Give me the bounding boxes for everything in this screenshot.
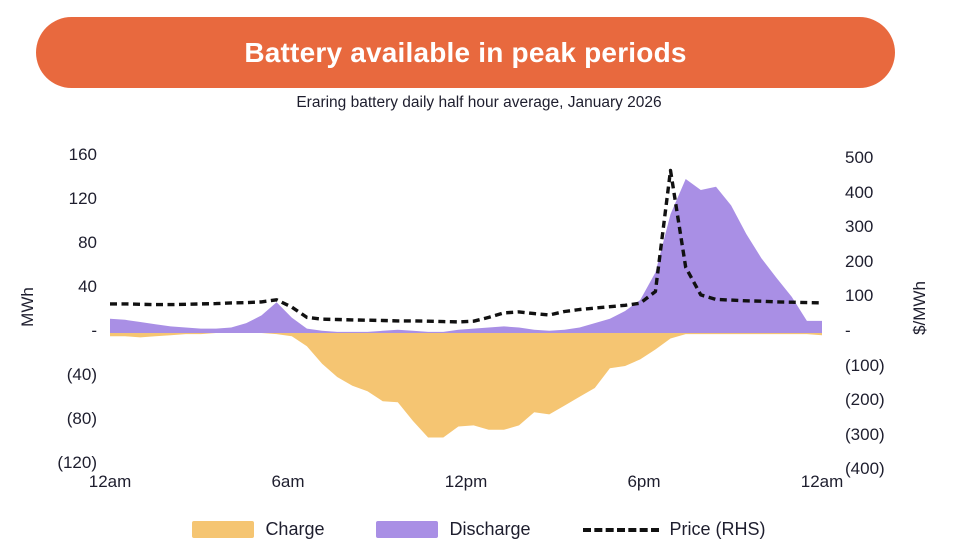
x-axis-tick: 12pm xyxy=(444,472,488,491)
right-axis-tick: 100 xyxy=(845,286,874,306)
right-axis-tick: 500 xyxy=(845,148,874,167)
left-axis-tick: (120) xyxy=(57,453,97,472)
left-axis-title: MWh xyxy=(18,287,37,327)
left-axis-tick: 40 xyxy=(78,277,97,296)
title-banner: Battery available in peak periods xyxy=(36,17,895,88)
right-axis-tick: 400 xyxy=(845,182,874,202)
charge-area xyxy=(110,333,822,438)
right-axis-tick: (300) xyxy=(845,424,885,444)
x-axis-tick: 12am xyxy=(88,472,132,491)
legend-label-price: Price (RHS) xyxy=(669,519,766,539)
x-axis-tick: 6pm xyxy=(627,472,661,491)
chart-subtitle: Eraring battery daily half hour average,… xyxy=(296,94,662,111)
price-dash-swatch xyxy=(582,527,659,532)
right-axis-tick: (400) xyxy=(845,459,885,479)
legend-item-discharge: Discharge xyxy=(376,519,531,540)
legend-item-price: Price (RHS) xyxy=(582,519,766,540)
page-title: Battery available in peak periods xyxy=(244,36,687,68)
left-axis-tick: 120 xyxy=(68,189,97,208)
left-axis-tick: 80 xyxy=(78,233,97,252)
x-axis-tick: 6am xyxy=(271,472,305,491)
right-axis-tick: 200 xyxy=(845,251,874,271)
price-line xyxy=(110,168,823,324)
left-axis-tick: (40) xyxy=(66,365,97,384)
right-axis-tick: (200) xyxy=(845,390,885,410)
discharge-area xyxy=(110,179,822,333)
legend-label-charge: Charge xyxy=(265,519,325,539)
discharge-area-swatch xyxy=(376,521,439,538)
left-axis-tick: 160 xyxy=(68,145,97,164)
left-axis-tick: - xyxy=(91,321,97,340)
charge-area-swatch xyxy=(192,521,255,538)
legend: Charge Discharge Price (RHS) xyxy=(0,519,958,540)
legend-item-charge: Charge xyxy=(192,519,324,540)
left-axis-tick: (80) xyxy=(66,409,97,428)
right-axis-tick: - xyxy=(845,321,851,340)
legend-label-discharge: Discharge xyxy=(449,519,531,539)
x-axis-tick: 12am xyxy=(800,472,844,491)
right-axis-tick: (100) xyxy=(845,355,885,375)
right-axis-title: $/MWh xyxy=(910,281,929,335)
right-axis-tick: 300 xyxy=(845,217,874,237)
